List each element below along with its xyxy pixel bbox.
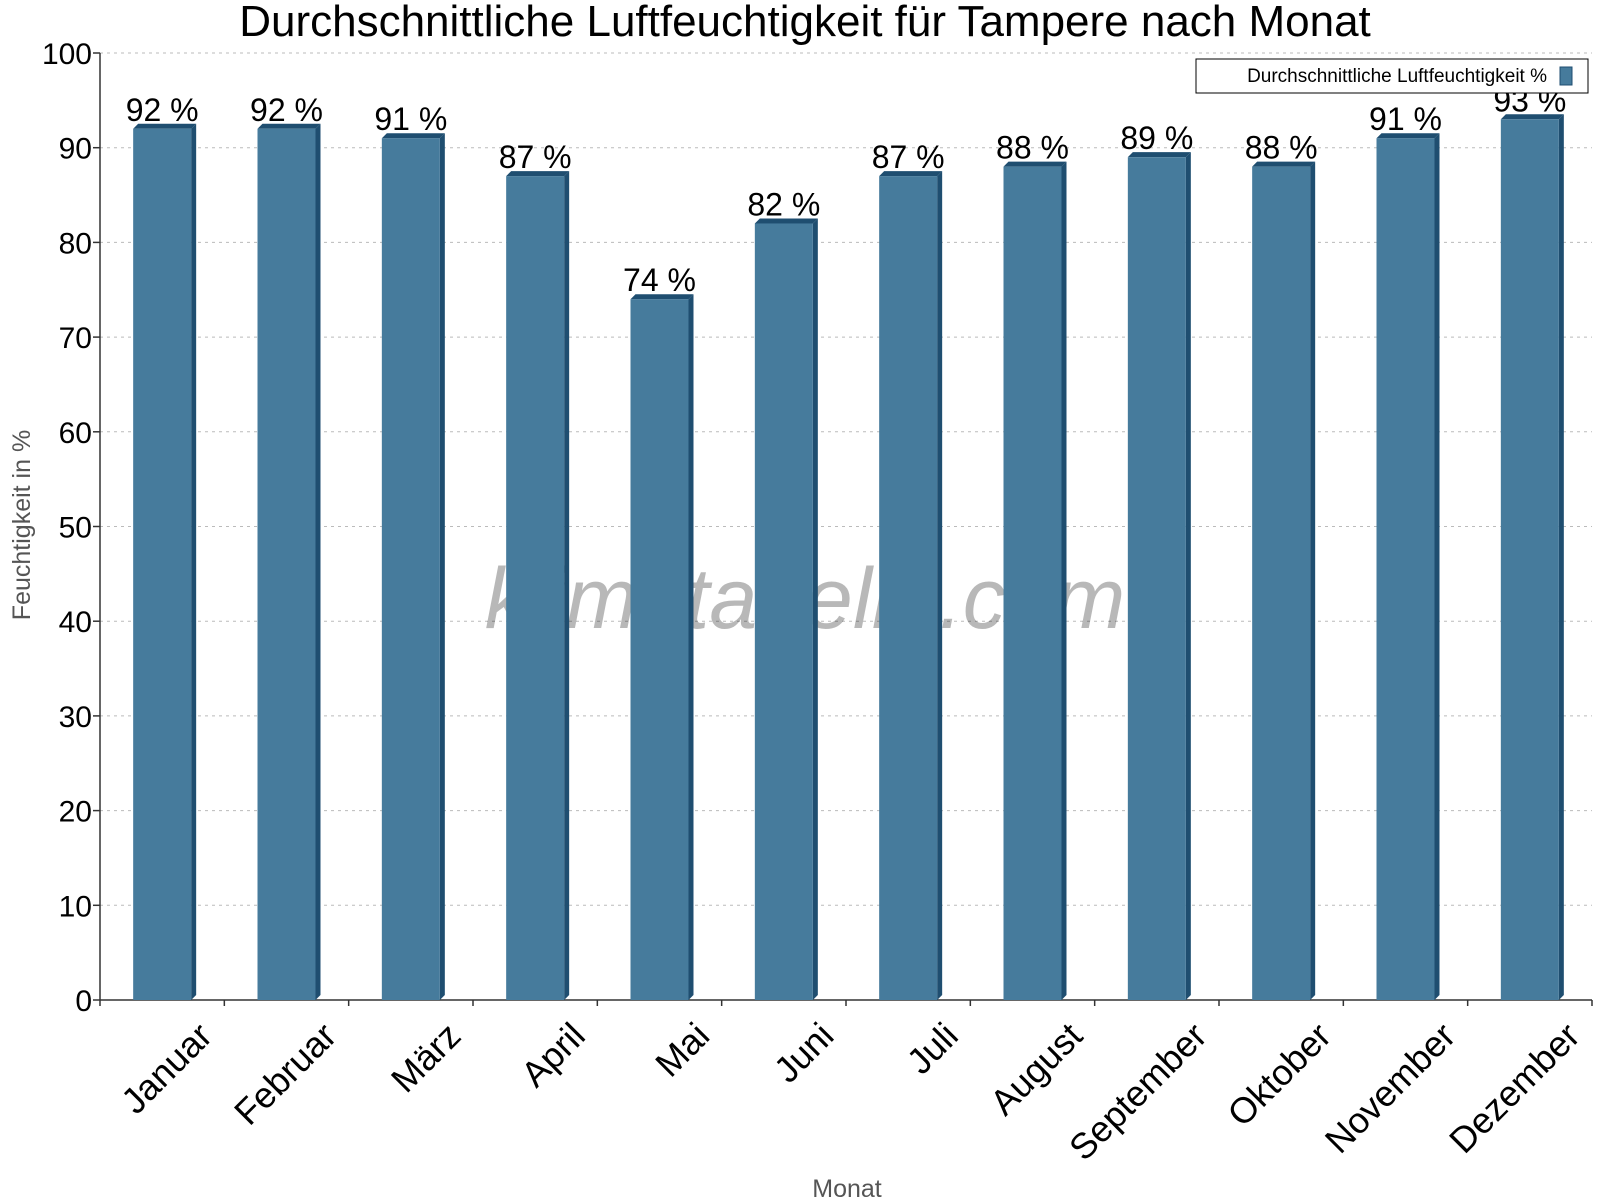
y-tick-label: 10: [59, 890, 92, 923]
bar-value-label: 89 %: [1120, 120, 1193, 156]
bar-top: [1252, 161, 1316, 167]
x-tick-label: Juli: [899, 1015, 966, 1082]
bar-front: [506, 176, 565, 1001]
y-tick-label: 70: [59, 322, 92, 355]
bar-side: [1061, 161, 1067, 1000]
bar-top: [381, 133, 445, 139]
bar-top: [879, 171, 943, 177]
bar-front: [1127, 157, 1186, 1001]
bar-side: [1310, 161, 1316, 1000]
bar-top: [1003, 161, 1067, 167]
bar-top: [1127, 152, 1191, 158]
bar-front: [1376, 138, 1435, 1001]
bar-value-label: 92 %: [126, 92, 199, 128]
bar-top: [1376, 133, 1440, 139]
bar-front: [1500, 119, 1559, 1001]
bar: [630, 294, 694, 1001]
x-axis-label: Monat: [812, 1175, 882, 1200]
bar-value-label: 91 %: [1369, 101, 1442, 137]
x-tick-label: August: [982, 1015, 1090, 1123]
gridlines: [100, 52, 1592, 906]
bar-side: [812, 218, 818, 1000]
x-tick-label: Oktober: [1219, 1015, 1339, 1135]
bar-top: [133, 123, 197, 129]
bar-value-label: 87 %: [872, 139, 945, 175]
y-tick-label: 100: [42, 38, 92, 71]
bar-value-label: 88 %: [996, 130, 1069, 166]
bar-value-label: 82 %: [747, 186, 820, 222]
bar-front: [133, 128, 192, 1000]
x-tick-label: April: [513, 1015, 593, 1095]
bar: [506, 171, 570, 1001]
bar-value-label: 74 %: [623, 262, 696, 298]
bar-value-labels: 92 % 92 % 91 % 87 % 74 % 82 % 87 % 88 % 89 % 88 %…: [126, 82, 1567, 298]
x-tick-label: Mai: [647, 1015, 717, 1085]
y-tick-label: 20: [59, 796, 92, 829]
bar-value-label: 91 %: [374, 101, 447, 137]
y-tick-label: 40: [59, 606, 92, 639]
y-tick-label: 80: [59, 227, 92, 260]
x-tick-label: Juni: [766, 1015, 842, 1091]
bars: [133, 114, 1564, 1001]
bar: [257, 123, 321, 1000]
bar: [1376, 133, 1440, 1001]
bar-side: [1558, 114, 1564, 1001]
bar-side: [1434, 133, 1440, 1001]
chart-title: Durchschnittliche Luftfeuchtigkeit für T…: [239, 0, 1371, 46]
bar-value-label: 88 %: [1245, 130, 1318, 166]
bar-front: [630, 299, 689, 1001]
x-tick-label: November: [1317, 1015, 1463, 1161]
bar: [879, 171, 943, 1001]
bar: [1252, 161, 1316, 1000]
bar-side: [937, 171, 943, 1001]
bar-value-label: 87 %: [499, 139, 572, 175]
bar-top: [257, 123, 321, 129]
bar-side: [688, 294, 694, 1001]
legend-label: Durchschnittliche Luftfeuchtigkeit %: [1247, 66, 1547, 87]
x-tick-label: Februar: [226, 1015, 344, 1133]
bar-top: [506, 171, 570, 177]
bar-side: [191, 123, 197, 1000]
bar: [1003, 161, 1067, 1000]
y-tick-labels: 0 10 20 30 40 50 60 70 80 90 100: [42, 38, 100, 1018]
y-tick-label: 90: [59, 133, 92, 166]
bar-top: [1500, 114, 1564, 120]
bar-side: [439, 133, 445, 1001]
x-tick-label: März: [383, 1015, 469, 1101]
y-tick-label: 30: [59, 701, 92, 734]
bar: [1500, 114, 1564, 1001]
legend-swatch: [1559, 66, 1573, 86]
x-tick-label: Dezember: [1441, 1015, 1587, 1161]
bar: [133, 123, 197, 1000]
bar-front: [1252, 166, 1311, 1000]
legend: Durchschnittliche Luftfeuchtigkeit %: [1195, 58, 1589, 94]
bar-front: [879, 176, 938, 1001]
bar-front: [1003, 166, 1062, 1000]
x-tick-labels: Januar Februar März April Mai Juni Juli AugustS…: [99, 1000, 1593, 1168]
bar-value-label: 92 %: [250, 92, 323, 128]
x-tick-label: Januar: [113, 1015, 220, 1122]
bar-side: [564, 171, 570, 1001]
legend-box: [1195, 58, 1589, 94]
y-axis-label: Feuchtigkeit in %: [8, 430, 36, 620]
bar-front: [381, 138, 440, 1001]
bar-top: [754, 218, 818, 224]
bar-top: [630, 294, 694, 300]
bar: [381, 133, 445, 1001]
bar-side: [1185, 152, 1191, 1001]
y-tick-label: 0: [75, 985, 92, 1018]
y-tick-label: 50: [59, 512, 92, 545]
bar-side: [315, 123, 321, 1000]
bar-front: [257, 128, 316, 1000]
y-tick-label: 60: [59, 417, 92, 450]
bar: [1127, 152, 1191, 1001]
bar: [754, 218, 818, 1000]
bar-front: [754, 223, 813, 1000]
